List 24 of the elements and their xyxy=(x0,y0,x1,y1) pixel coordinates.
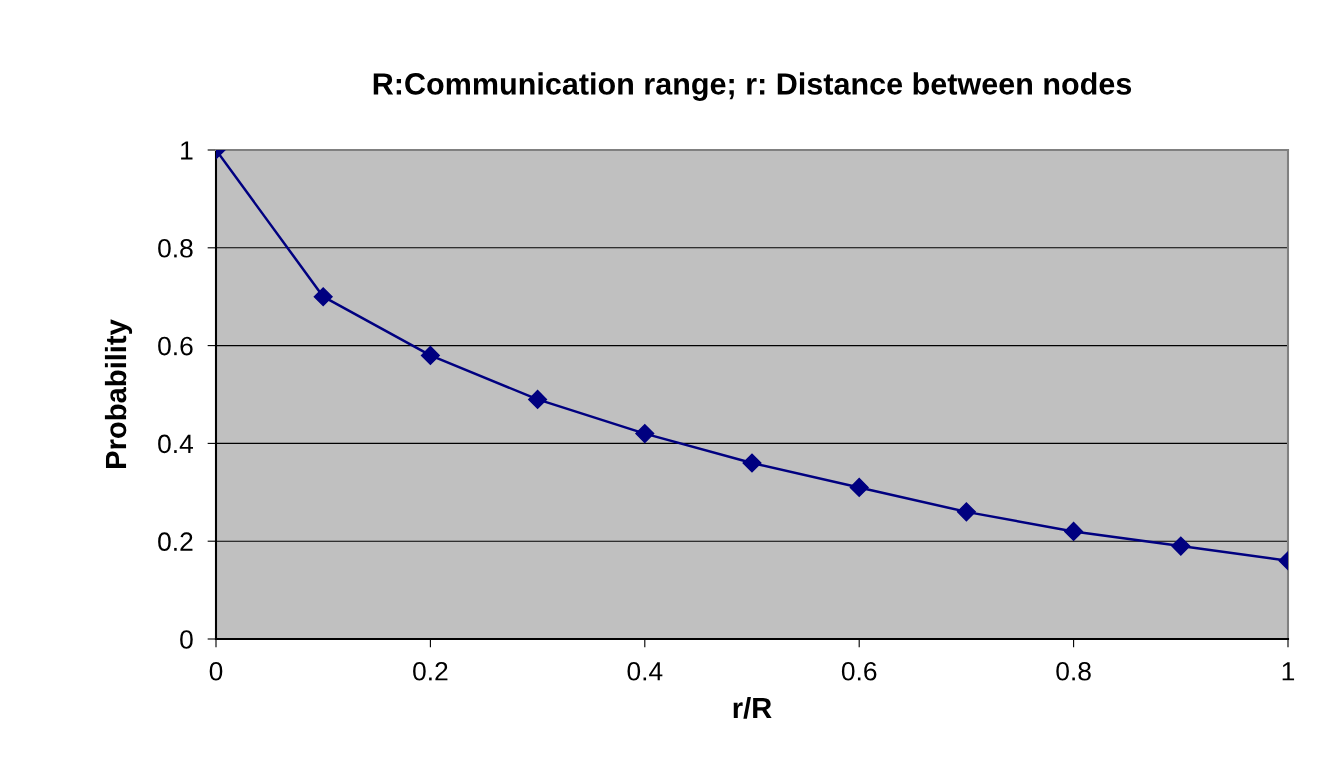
point xyxy=(313,287,333,307)
x-axis-title: r/R xyxy=(733,696,772,719)
point xyxy=(1171,536,1191,556)
point xyxy=(420,345,440,365)
x-tick-label: 0.4 xyxy=(627,661,663,681)
point xyxy=(1064,521,1084,541)
point xyxy=(849,477,869,497)
y-tick-label: 1 xyxy=(181,141,193,160)
y-tick-label: 0 xyxy=(180,630,193,649)
y-axis-title: Probability xyxy=(104,319,133,468)
x-tick-label: 0.2 xyxy=(413,661,448,681)
point xyxy=(956,502,976,522)
x-tick-label: 1 xyxy=(1282,662,1295,681)
y-tick-label: 0.2 xyxy=(158,532,193,552)
chart-title: R:Communication range; r: Distance between nodes xyxy=(373,72,1132,101)
x-tick-label: 0.6 xyxy=(841,661,877,681)
y-tick-label: 0.4 xyxy=(158,434,194,454)
x-tick-label: 0.8 xyxy=(1056,661,1091,681)
point xyxy=(528,389,548,409)
point xyxy=(742,453,762,473)
y-tick-label: 0.6 xyxy=(158,336,193,356)
x-tick-label: 0 xyxy=(209,661,223,681)
point xyxy=(635,424,655,444)
y-tick-label: 0.8 xyxy=(158,238,193,258)
